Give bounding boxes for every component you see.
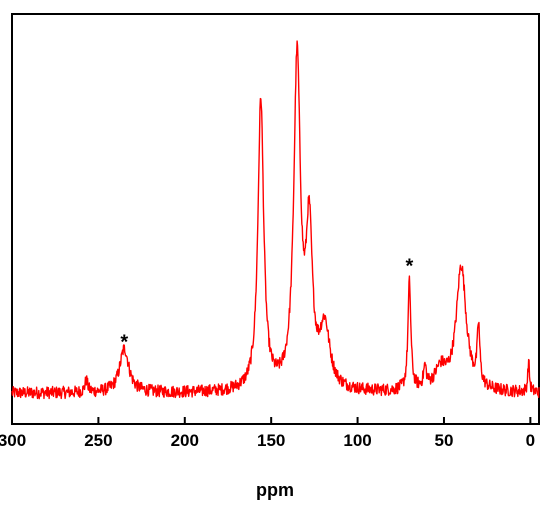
spectrum-series-line [11,40,540,400]
x-axis-ticks [11,417,532,424]
x-tick-label-100: 100 [343,431,371,450]
x-tick-label-50: 50 [435,431,454,450]
x-tick-label-250: 250 [84,431,112,450]
x-axis-tick-labels: 300 250 200 150 100 50 0 [0,431,535,450]
x-tick-label-150: 150 [257,431,285,450]
plot-frame [11,13,540,425]
asterisk-annotation-2: * [406,256,414,278]
x-tick-label-200: 200 [171,431,199,450]
x-tick-label-300: 300 [0,431,26,450]
peak-annotations: ** [120,256,413,354]
x-tick-label-0: 0 [526,431,535,450]
asterisk-annotation-1: * [120,332,128,354]
x-axis-title: ppm [256,480,294,500]
